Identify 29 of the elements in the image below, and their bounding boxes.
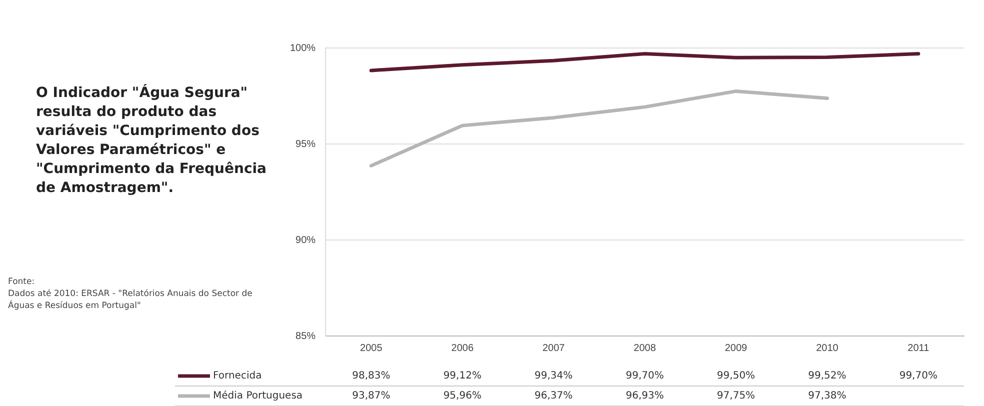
x-tick-label: 2007: [542, 342, 566, 354]
text: O Indicador "Água Segura" resulta do produto das variáveis "Cumprimento dos Valores Paramétricos" e "Cumprimento da Frequência de Amostragem".: [36, 84, 268, 198]
data-label: 99,50%: [716, 370, 756, 382]
data-label: 97,75%: [716, 390, 756, 402]
y-tick-label: 95%: [296, 138, 316, 150]
y-tick-label: 90%: [296, 234, 316, 246]
data-label: 96,37%: [534, 390, 573, 402]
data-label: 99,52%: [808, 370, 846, 382]
x-tick-label: 2005: [360, 342, 383, 354]
x-tick-label: 2006: [451, 342, 474, 354]
data-label: 99,34%: [534, 370, 573, 382]
x-tick-label: 2011: [908, 342, 930, 354]
data-label: 99,70%: [899, 370, 938, 382]
data-label: 93,87%: [352, 390, 390, 402]
data-label: 95,96%: [443, 390, 482, 402]
x-tick-label: 2008: [634, 342, 656, 354]
text: Dados até 2010: ERSAR - "Relatórios Anuais do Sector de Águas e Resíduos em Portugal": [8, 288, 254, 312]
data-label: 99,70%: [626, 370, 664, 382]
source-note: Fonte:: [8, 276, 36, 288]
y-tick-label: 85%: [296, 330, 316, 342]
x-tick-label: 2010: [816, 342, 839, 354]
x-tick-label: 2009: [724, 342, 748, 354]
data-label: 96,93%: [626, 390, 664, 402]
legend-label: Fornecida: [213, 370, 262, 382]
data-label: 98,83%: [352, 370, 390, 382]
data-label: 97,38%: [808, 390, 846, 402]
y-tick-label: 100%: [290, 42, 316, 54]
data-label: 99,12%: [443, 370, 482, 382]
legend-label: Média Portuguesa: [213, 390, 303, 402]
